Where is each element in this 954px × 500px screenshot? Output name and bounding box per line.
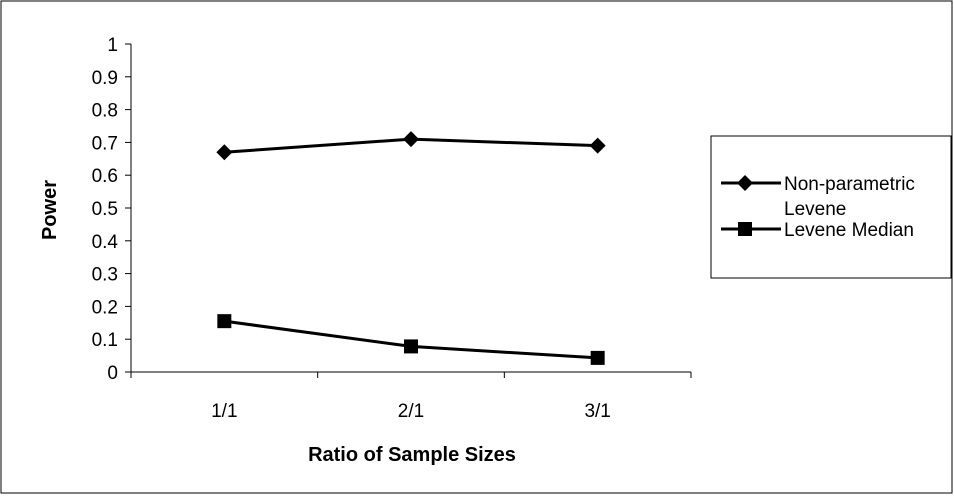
- data-point-diamond: [216, 144, 233, 161]
- data-point-square: [590, 350, 605, 365]
- legend-label-line: Non-parametric: [784, 174, 915, 195]
- data-point-square: [217, 314, 232, 329]
- data-point-diamond: [403, 131, 419, 148]
- legend-label-line: Levene: [784, 199, 846, 220]
- data-point-square: [738, 222, 752, 236]
- x-axis-title: Ratio of Sample Sizes: [308, 444, 516, 466]
- y-tick-label: 0.5: [92, 199, 118, 220]
- data-point-diamond: [589, 137, 606, 154]
- y-tick-label: 0.7: [92, 133, 118, 154]
- y-tick-label: 0.1: [92, 330, 118, 351]
- y-tick-label: 0.3: [92, 265, 118, 286]
- x-tick-label: 1/1: [211, 401, 237, 422]
- x-tick-label: 3/1: [584, 401, 610, 422]
- y-tick-label: 0.4: [92, 232, 119, 253]
- legend-box: [710, 135, 952, 279]
- legend-label: Levene Median: [784, 220, 914, 241]
- series-group: [216, 131, 606, 161]
- axes: 0 0.1 0.2 0.3 0.4 0.5 0.6 0.7 0.8 0.9 1 1/1 2/1 3/1: [92, 35, 692, 422]
- data-point-diamond: [737, 175, 753, 191]
- legend-entry: Non-parametric Levene: [721, 174, 915, 220]
- y-tick-label: 0.2: [92, 297, 118, 318]
- series-group: [217, 314, 605, 365]
- plot-series: [216, 131, 606, 365]
- y-tick-label: 0.6: [92, 166, 118, 187]
- y-tick-label: 0.9: [92, 68, 118, 89]
- x-tick-label: 2/1: [398, 401, 424, 422]
- y-tick-label: 0.8: [92, 101, 118, 122]
- y-tick-label: 1: [107, 35, 118, 56]
- legend-label: Non-parametric Levene: [784, 174, 915, 220]
- legend-entry: Levene Median: [721, 220, 914, 241]
- legend-label-line: Levene Median: [784, 220, 914, 241]
- y-tick-label: 0: [107, 363, 118, 384]
- data-point-square: [404, 339, 418, 354]
- y-axis-title: Power: [39, 180, 61, 240]
